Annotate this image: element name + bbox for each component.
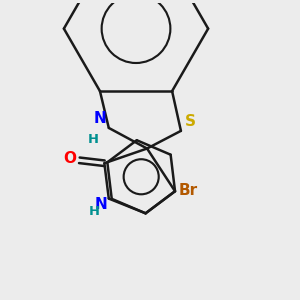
Text: N: N — [94, 111, 106, 126]
Text: O: O — [63, 151, 76, 166]
Text: H: H — [89, 205, 100, 218]
Text: H: H — [88, 133, 98, 146]
Text: Br: Br — [178, 183, 198, 198]
Text: N: N — [94, 197, 107, 212]
Text: S: S — [184, 114, 196, 129]
